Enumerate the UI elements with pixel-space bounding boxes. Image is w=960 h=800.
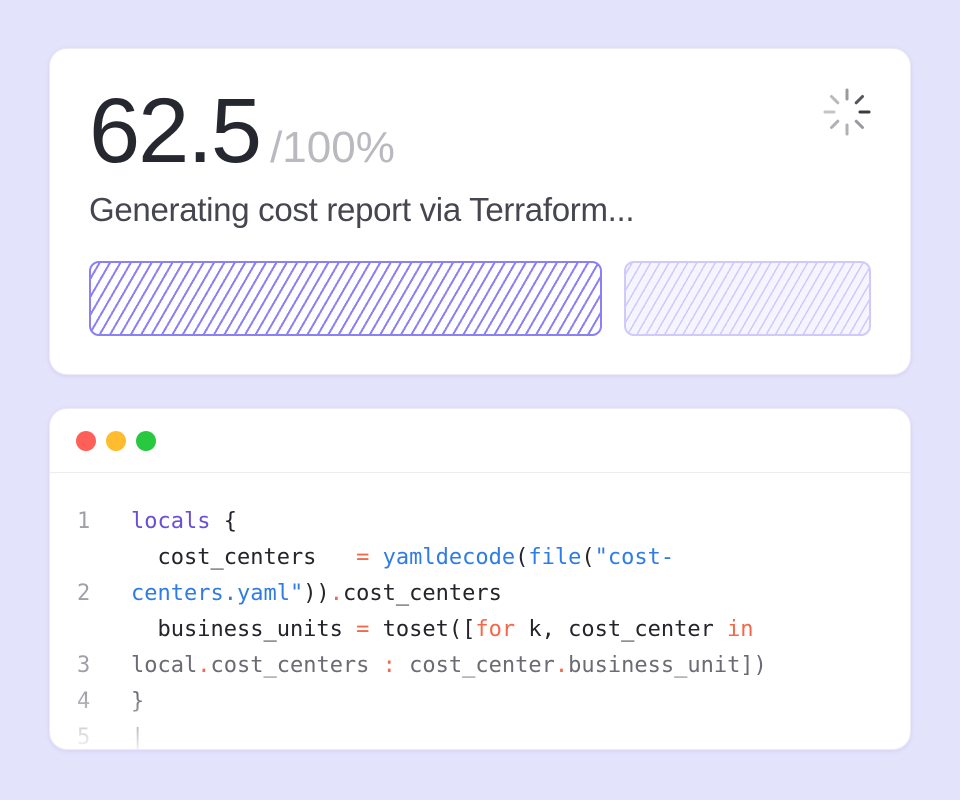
code-line: 3 local. cost_centers : cost_center. busine…	[50, 648, 910, 684]
progress-bar-fill	[89, 261, 603, 336]
line-number: 4	[77, 689, 91, 714]
code-token: {	[210, 509, 237, 534]
code-token: :	[382, 653, 396, 678]
close-window-button[interactable]	[76, 431, 96, 451]
line-number: 1	[77, 509, 91, 534]
code-token: =	[356, 617, 370, 642]
code-line: 2 centers.yaml")). cost_centers	[50, 576, 910, 612]
code-token: local	[131, 653, 198, 678]
code-line: business_units = toset([for k, cost_cent…	[50, 612, 910, 648]
progress-bar	[89, 261, 871, 336]
code-token: centers.yaml"	[131, 581, 304, 606]
code-line: 4}	[50, 684, 910, 720]
code-line: 5 |	[50, 720, 910, 750]
code-token: cost_centers	[342, 581, 502, 606]
code-token: business_units	[131, 617, 357, 642]
line-number: 5	[77, 725, 91, 750]
text-cursor: |	[131, 725, 145, 750]
progress-bar-remaining	[624, 261, 871, 336]
code-token: for	[475, 617, 516, 642]
line-number: 2	[77, 581, 91, 606]
code-token: business_unit])	[568, 653, 767, 678]
code-token: .	[329, 581, 343, 606]
code-token: .	[554, 653, 569, 678]
code-token: file	[528, 545, 582, 570]
progress-value: 62.5/100%	[89, 85, 395, 177]
code-token: locals	[131, 509, 211, 534]
code-line: cost_centers = yamldecode(file("cost-	[50, 540, 910, 576]
minimize-window-button[interactable]	[106, 431, 126, 451]
code-token: "cost-	[594, 545, 675, 570]
loading-spinner-icon	[823, 88, 871, 136]
code-token: in	[727, 617, 754, 642]
code-line: 1 locals {	[50, 504, 910, 540]
code-editor-window: 1 locals { cost_centers = yamldecode(file…	[49, 408, 911, 750]
code-token: cost_center	[395, 653, 555, 678]
line-number-blank	[50, 540, 131, 576]
code-token: .	[197, 653, 211, 678]
code-token: ))	[303, 581, 330, 606]
code-token: }	[131, 689, 145, 714]
progress-card: 62.5/100% Generating cost report via Ter…	[49, 48, 911, 375]
code-token: (	[581, 545, 595, 570]
code-token: cost_centers	[131, 545, 357, 570]
maximize-window-button[interactable]	[136, 431, 156, 451]
window-titlebar	[50, 409, 910, 473]
code-token: toset([	[369, 617, 476, 642]
code-block[interactable]: 1 locals { cost_centers = yamldecode(file…	[50, 504, 910, 750]
code-token: k, cost_center	[515, 617, 728, 642]
progress-number: 62.5	[89, 80, 262, 182]
code-token: =	[356, 545, 370, 570]
code-token: cost_centers	[210, 653, 383, 678]
code-token: yamldecode	[369, 545, 516, 570]
line-number: 3	[77, 653, 91, 678]
line-number-blank	[50, 612, 131, 648]
progress-total: /100%	[270, 123, 395, 172]
status-text: Generating cost report via Terraform...	[89, 191, 635, 228]
code-token: (	[515, 545, 529, 570]
